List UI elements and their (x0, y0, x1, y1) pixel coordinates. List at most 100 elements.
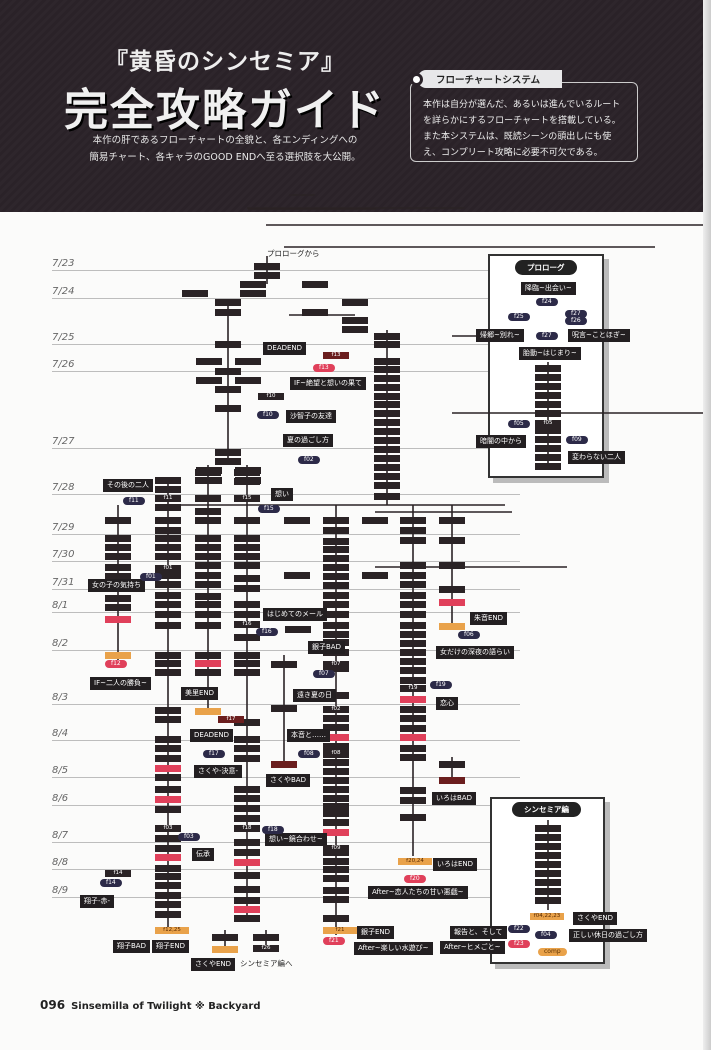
flowchart-node[interactable]: f10 (258, 393, 284, 400)
flowchart-node[interactable]: f21 (323, 927, 357, 934)
flowchart-node (155, 736, 181, 743)
flowchart-node[interactable]: f13 (323, 352, 349, 359)
node-label[interactable]: 美里END (181, 687, 219, 700)
node-label[interactable]: 夏の過ごし方 (283, 434, 333, 447)
flowchart-node[interactable]: f16 (234, 621, 260, 628)
flowchart-node[interactable]: f05 (535, 420, 561, 427)
node-label[interactable]: 本音と…… (287, 729, 330, 742)
flowchart-node (234, 544, 260, 551)
flowchart-node (535, 410, 561, 417)
flowchart-node (323, 743, 349, 750)
flowchart-node (195, 517, 221, 524)
node-label[interactable]: 報告と、そして (450, 926, 507, 939)
flowchart-node[interactable]: f15 (234, 495, 260, 502)
flowchart-node[interactable]: f19 (400, 685, 426, 692)
flowchart-node (234, 872, 260, 879)
node-label[interactable]: 女だけの深夜の語らい (436, 646, 514, 659)
node-label[interactable]: 翔子END (152, 940, 190, 953)
node-label[interactable]: さくや-決意- (194, 765, 243, 778)
flowchart-node[interactable]: f04,22,23 (530, 913, 564, 920)
flowchart-node[interactable]: f09 (323, 845, 349, 852)
flowchart-node (234, 553, 260, 560)
node-label[interactable]: 銀子BAD (308, 641, 345, 654)
flag-pill: f14 (100, 879, 122, 887)
flowchart-node (323, 592, 349, 599)
flowchart-node (234, 849, 260, 856)
node-label[interactable]: 朱音END (470, 612, 508, 625)
node-label[interactable]: 遠き夏の日 (293, 689, 336, 702)
date-label: 7/25 (52, 332, 75, 343)
node-label[interactable]: いろはEND (433, 858, 478, 871)
flowchart-node (285, 626, 311, 633)
flowchart-node (535, 392, 561, 399)
flowchart-node (105, 517, 131, 524)
flowchart-node[interactable]: f01 (155, 565, 181, 572)
node-label[interactable]: さくやBAD (266, 774, 310, 787)
node-label[interactable]: 変わらない二人 (568, 451, 625, 464)
flowchart-node[interactable]: f18 (234, 825, 260, 832)
flowchart-node (105, 595, 131, 602)
node-label[interactable]: DEADEND (263, 342, 307, 355)
flowchart-node (400, 581, 426, 588)
node-label[interactable]: 降臨~出会い~ (521, 282, 576, 295)
flowchart-node[interactable]: f03 (155, 825, 181, 832)
node-label[interactable]: 翔子-赤- (80, 895, 115, 908)
node-label[interactable]: 翔子BAD (113, 940, 150, 953)
flag-pill: f04 (535, 931, 557, 939)
node-label[interactable]: いろはBAD (432, 792, 476, 805)
flowchart-node (155, 774, 181, 781)
node-label[interactable]: After~恋人たちの甘い悪戯~ (368, 886, 468, 899)
node-label[interactable]: After~ヒメごと~ (440, 941, 505, 954)
node-label[interactable]: DEADEND (190, 729, 234, 742)
flowchart-node[interactable]: f26 (253, 945, 279, 952)
node-label[interactable]: 胎動~はじまり~ (519, 347, 581, 360)
flowchart-node[interactable]: f20,24 (398, 858, 432, 865)
flag-pill: f17 (203, 750, 225, 758)
node-label[interactable]: さくやEND (191, 958, 236, 971)
flowchart-node (195, 544, 221, 551)
node-label[interactable]: 女の子の気持ち (88, 579, 145, 592)
title-large: 完全攻略ガイド (64, 85, 386, 136)
flowchart-node (155, 553, 181, 560)
flowchart-node (400, 562, 426, 569)
flowchart-node (254, 263, 280, 270)
flowchart-node (439, 537, 465, 544)
node-label[interactable]: 恋心 (436, 697, 458, 710)
node-label[interactable]: 伝承 (192, 848, 214, 861)
flowchart-node[interactable]: f17 (218, 716, 244, 723)
node-label[interactable]: 想い (271, 488, 293, 501)
node-label[interactable]: 銀子END (357, 926, 395, 939)
node-label[interactable]: 沙智子の友達 (286, 410, 336, 423)
node-label[interactable]: 正しい休日の過ごし方 (569, 929, 647, 942)
flowchart-node (400, 640, 426, 647)
flowchart-node[interactable]: f08 (323, 750, 349, 757)
flowchart-node (535, 401, 561, 408)
node-label[interactable]: 暗闇の中から (476, 435, 526, 448)
node-label[interactable]: はじめてのメール (263, 608, 327, 621)
flowchart-node[interactable]: f07 (323, 661, 349, 668)
date-gridline (52, 298, 520, 299)
flowchart-node (215, 458, 241, 465)
flowchart-node (323, 803, 349, 810)
node-label[interactable]: その後の二人 (103, 479, 153, 492)
node-label[interactable]: さくやEND (573, 912, 618, 925)
node-label[interactable]: 呪言~ことほぎ~ (568, 329, 630, 342)
node-label[interactable]: 想い~鏡合わせ~ (265, 833, 327, 846)
flowchart-node (195, 508, 221, 515)
node-label[interactable]: 帰郷~別れ~ (476, 329, 524, 342)
flowchart-node (155, 669, 181, 676)
flowchart-node[interactable]: f02 (323, 706, 349, 713)
flowchart-node[interactable]: f14 (105, 870, 131, 877)
flowchart-node (374, 410, 400, 417)
flowchart-node[interactable]: f12,25 (155, 927, 189, 934)
date-label: 7/23 (52, 258, 75, 269)
flowchart-node (105, 652, 131, 659)
flowchart-node (234, 786, 260, 793)
date-label: 8/1 (52, 600, 69, 611)
flowchart-node (196, 467, 222, 474)
node-label[interactable]: After~楽しい水遊び~ (354, 942, 433, 955)
node-label[interactable]: IF~二人の勝負~ (90, 677, 151, 690)
flowchart-node[interactable]: f11 (155, 495, 181, 502)
node-label[interactable]: IF~絶望と想いの果て (290, 377, 366, 390)
flowchart-node (234, 915, 260, 922)
